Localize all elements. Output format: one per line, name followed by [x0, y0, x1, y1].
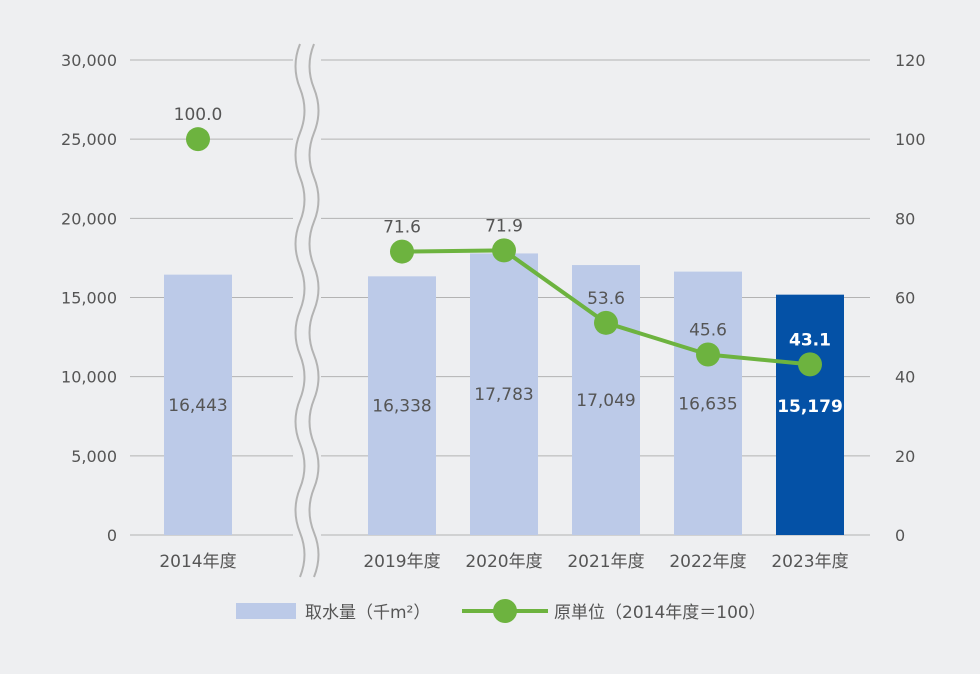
y-right-tick-label: 80 — [895, 209, 915, 228]
axis-break-line — [308, 43, 320, 578]
y-left-tick-label: 0 — [107, 526, 117, 545]
bar-value-label: 16,443 — [168, 396, 227, 416]
bar — [674, 271, 742, 535]
line-value-label: 45.6 — [689, 321, 727, 341]
y-right-tick-label: 100 — [895, 130, 926, 149]
line-marker — [186, 127, 210, 152]
bar-value-label: 16,635 — [678, 394, 737, 414]
line-value-label: 53.6 — [587, 289, 625, 309]
x-category-label: 2023年度 — [771, 552, 848, 572]
x-category-label: 2021年度 — [567, 552, 644, 572]
line-marker — [492, 238, 516, 263]
legend-line-label: 原単位（2014年度＝100） — [554, 603, 766, 623]
line-marker — [390, 239, 414, 264]
line-value-label: 71.6 — [383, 218, 421, 238]
bar-value-label: 17,783 — [474, 385, 533, 405]
axis-break-line — [294, 43, 306, 578]
line-marker — [798, 352, 822, 377]
bar — [776, 294, 844, 535]
y-left-tick-label: 5,000 — [71, 447, 117, 466]
line-marker — [594, 310, 618, 335]
bar-value-label: 17,049 — [576, 391, 635, 411]
x-category-label: 2014年度 — [159, 552, 236, 572]
legend-bar-label: 取水量（千m²） — [305, 603, 430, 623]
line-value-label: 43.1 — [789, 330, 831, 350]
bar-value-label: 15,179 — [777, 397, 843, 417]
y-left-tick-label: 10,000 — [61, 368, 117, 387]
y-right-tick-label: 120 — [895, 51, 926, 70]
axis-break-band — [293, 44, 321, 577]
line-value-label: 71.9 — [485, 216, 523, 236]
y-right-tick-label: 0 — [895, 526, 905, 545]
line-value-label: 100.0 — [174, 105, 223, 125]
bar — [470, 253, 538, 535]
line-marker — [696, 342, 720, 367]
x-category-label: 2020年度 — [465, 552, 542, 572]
x-category-label: 2019年度 — [363, 552, 440, 572]
y-left-tick-label: 20,000 — [61, 209, 117, 228]
x-category-label: 2022年度 — [669, 552, 746, 572]
y-right-tick-label: 60 — [895, 289, 915, 308]
y-left-tick-label: 25,000 — [61, 130, 117, 149]
y-right-tick-label: 40 — [895, 368, 915, 387]
bar — [572, 265, 640, 535]
legend-bar-swatch — [236, 603, 296, 619]
y-left-tick-label: 30,000 — [61, 51, 117, 70]
bar-value-label: 16,338 — [372, 397, 431, 417]
legend-line-marker — [493, 599, 517, 623]
bar — [164, 274, 232, 535]
y-left-tick-label: 15,000 — [61, 289, 117, 308]
bar — [368, 276, 436, 535]
y-right-tick-label: 20 — [895, 447, 915, 466]
